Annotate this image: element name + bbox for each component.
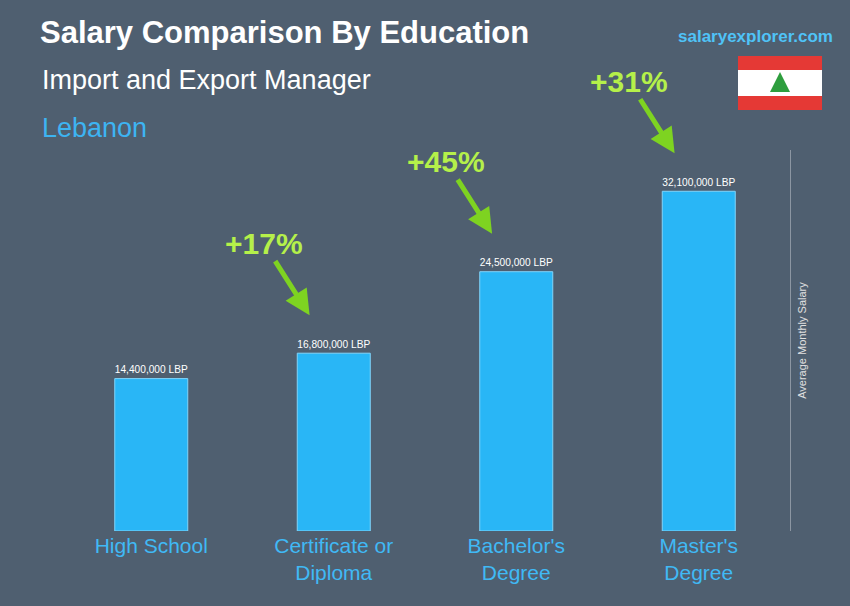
svg-text:Master'sDegree: Master'sDegree [659, 534, 738, 584]
svg-text:salaryexplorer.com: salaryexplorer.com [678, 27, 833, 46]
svg-text:16,800,000 LBP: 16,800,000 LBP [297, 339, 370, 350]
svg-text:+45%: +45% [407, 145, 485, 178]
svg-text:Certificate orDiploma: Certificate orDiploma [274, 534, 393, 584]
svg-text:Salary Comparison By Education: Salary Comparison By Education [40, 15, 529, 50]
svg-text:Import and Export Manager: Import and Export Manager [42, 65, 371, 95]
svg-text:Bachelor'sDegree: Bachelor'sDegree [468, 534, 565, 584]
svg-text:High School: High School [95, 534, 208, 557]
svg-text:+31%: +31% [590, 65, 668, 98]
svg-text:14,400,000 LBP: 14,400,000 LBP [115, 364, 188, 375]
svg-text:24,500,000 LBP: 24,500,000 LBP [480, 257, 553, 268]
svg-text:Lebanon: Lebanon [42, 113, 147, 143]
svg-text:32,100,000 LBP: 32,100,000 LBP [662, 177, 735, 188]
svg-text:+17%: +17% [225, 227, 303, 260]
svg-text:Average Monthly Salary: Average Monthly Salary [796, 282, 808, 399]
